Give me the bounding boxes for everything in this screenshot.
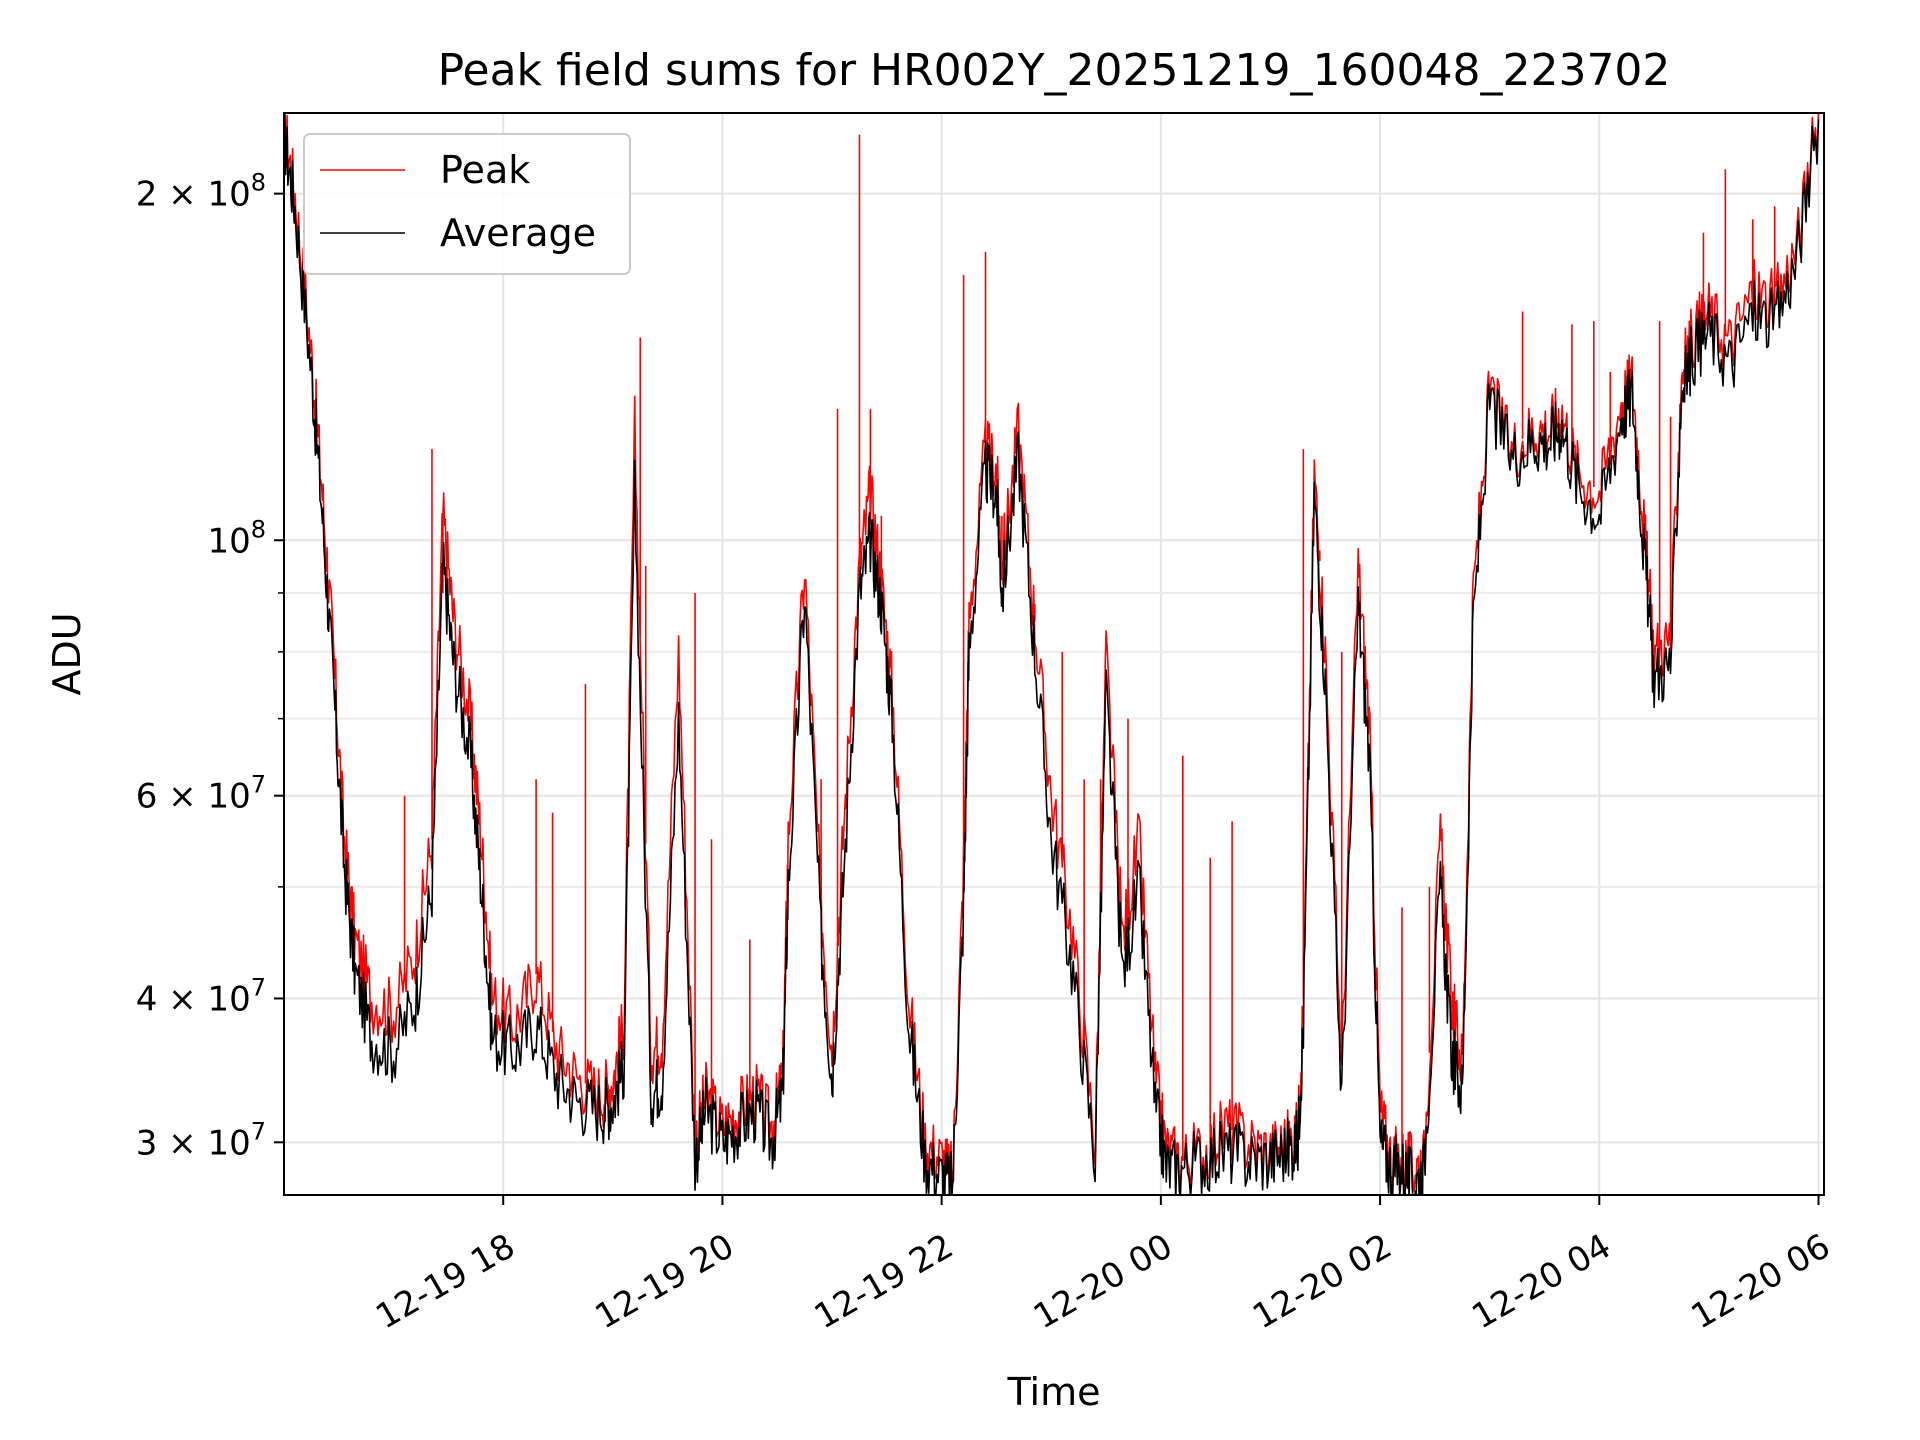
- y-tick-label: 6 × 107: [136, 771, 266, 817]
- y-tick-label: 108: [207, 515, 266, 561]
- chart-title: Peak field sums for HR002Y_20251219_1600…: [438, 45, 1671, 96]
- y-tick-label: 3 × 107: [136, 1117, 266, 1163]
- legend: Peak Average: [303, 133, 631, 275]
- legend-peak-label: Peak: [440, 148, 530, 192]
- plot-frame: [283, 112, 1825, 1196]
- y-axis-label: ADU: [45, 612, 89, 695]
- x-axis-label: Time: [1007, 1370, 1101, 1414]
- y-tick-label: 4 × 107: [136, 973, 266, 1019]
- legend-box: [303, 133, 631, 275]
- legend-average-label: Average: [440, 211, 596, 255]
- y-tick-label: 2 × 108: [136, 169, 266, 215]
- series-layer: [284, 113, 1820, 1195]
- series-average-line: [284, 113, 1820, 1195]
